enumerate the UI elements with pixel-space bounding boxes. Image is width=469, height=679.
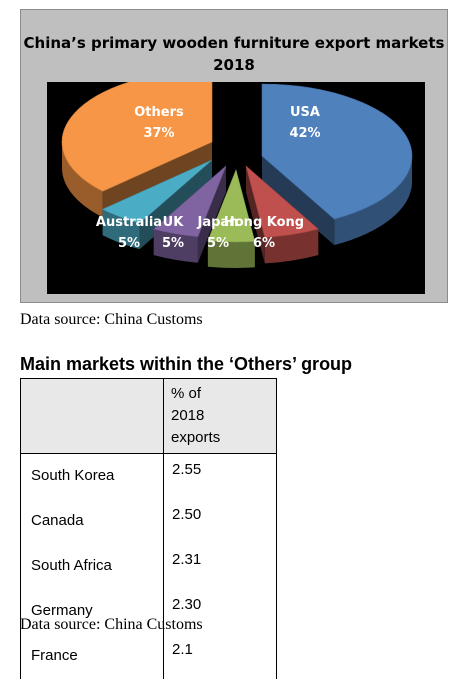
- slice-name-label: UK: [163, 215, 185, 230]
- pie-slice-cut-face: [262, 156, 335, 246]
- slice-name-label: Others: [134, 105, 184, 120]
- country-cell: Canada: [20, 499, 164, 544]
- pie-slice-rim: [102, 209, 140, 250]
- country-cell: France: [20, 634, 164, 679]
- pie-slice-hong-kong: [245, 165, 319, 238]
- percent-cell: 2.55: [163, 453, 277, 499]
- header-line: 2018: [171, 407, 205, 424]
- pie-slice-uk: [153, 165, 227, 238]
- slice-value-label: 37%: [143, 126, 174, 141]
- percent-cell: 2.50: [163, 499, 277, 544]
- country-cell: South Africa: [20, 544, 164, 589]
- table-row: South Korea 2.55: [20, 453, 277, 499]
- percent-cell: 2.30: [163, 589, 277, 634]
- pie-slice-rim: [207, 240, 255, 268]
- table-row: Germany 2.30: [20, 589, 277, 634]
- pie-slice-rim: [153, 229, 198, 263]
- pie-slice-australia: [101, 159, 213, 224]
- chart-container: China’s primary wooden furniture export …: [20, 9, 448, 303]
- table-heading: Main markets within the ‘Others’ group: [20, 354, 353, 374]
- slice-value-label: 42%: [289, 126, 320, 141]
- table-row: South Africa 2.31: [20, 544, 277, 589]
- header-line: exports: [171, 429, 221, 446]
- header-line: % of: [171, 385, 202, 402]
- slice-name-label: Hong Kong: [224, 215, 304, 230]
- slice-value-label: 5%: [118, 236, 140, 251]
- table-source-note: Data source: China Customs: [20, 616, 203, 633]
- country-cell: South Korea: [20, 453, 164, 499]
- chart-plot-area: USA 42% Hong Kong 6% Japan 5% UK 5% Australia 5% O…: [47, 82, 425, 294]
- table-row: Canada 2.50: [20, 499, 277, 544]
- pie-slice-rim: [62, 142, 103, 218]
- pie-slice-rim: [264, 229, 319, 264]
- table-row: France 2.1: [20, 634, 277, 679]
- pie-slice-usa: [261, 83, 413, 220]
- slice-value-label: 5%: [162, 236, 184, 251]
- slice-name-label: Australia: [96, 215, 162, 230]
- percent-cell: 2.1: [163, 634, 277, 679]
- country-cell: Germany: [20, 589, 164, 634]
- pie-slice-others: [61, 82, 213, 192]
- slice-name-label: USA: [290, 105, 320, 120]
- pie-slice-rim: [334, 156, 412, 246]
- header-country: [20, 378, 164, 454]
- table-header-row: % of 2018 exports: [20, 378, 277, 454]
- pie-slice-japan: [207, 169, 256, 243]
- pie-slice-cut-face: [246, 166, 265, 264]
- slice-name-label: Japan: [197, 215, 239, 230]
- percent-cell: 2.31: [163, 544, 277, 589]
- header-percent-of-exports: % of 2018 exports: [163, 378, 277, 454]
- slice-value-label: 5%: [207, 236, 229, 251]
- slice-value-label: 6%: [253, 236, 275, 251]
- pie-tops: [61, 82, 413, 243]
- chart-title: China’s primary wooden furniture export …: [23, 34, 445, 74]
- chart-source-note: Data source: China Customs: [20, 311, 203, 328]
